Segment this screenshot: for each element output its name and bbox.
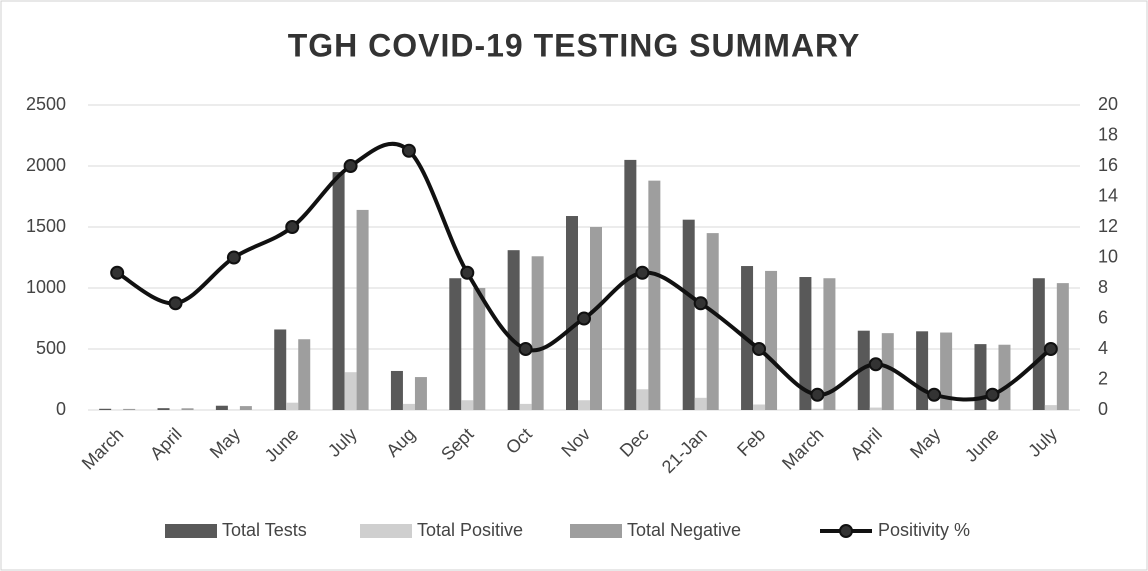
bar — [986, 409, 999, 410]
bar — [799, 277, 812, 410]
bar — [286, 402, 299, 410]
bar — [694, 397, 707, 410]
bar — [449, 278, 462, 410]
chart-title: TGH COVID-19 TESTING SUMMARY — [288, 27, 861, 63]
bar — [344, 372, 357, 410]
line-marker — [577, 311, 591, 326]
legend-swatch — [360, 524, 412, 538]
legend-label: Positivity % — [878, 520, 970, 540]
line-marker — [927, 387, 942, 402]
bar — [636, 389, 649, 410]
line-marker — [343, 159, 358, 173]
line-marker — [110, 265, 125, 280]
y-tick-label: 500 — [36, 338, 66, 358]
bar — [519, 403, 532, 410]
y-tick-label: 2500 — [26, 94, 66, 114]
bar — [332, 172, 345, 410]
legend-marker — [839, 524, 853, 538]
y-tick-label: 0 — [56, 399, 66, 419]
bar — [356, 209, 369, 410]
bar — [823, 278, 836, 410]
line-marker — [518, 342, 533, 356]
y-tick-label: 1500 — [26, 216, 66, 236]
bar — [473, 288, 486, 410]
bar — [1044, 405, 1057, 410]
bar — [881, 333, 894, 410]
line-marker — [285, 220, 300, 234]
bar — [157, 408, 170, 410]
bar — [974, 344, 987, 410]
bar — [239, 406, 252, 410]
bar — [624, 159, 637, 410]
bar — [998, 344, 1011, 410]
bar — [811, 408, 824, 410]
y2-tick-label: 14 — [1098, 185, 1118, 205]
bar — [869, 407, 882, 410]
line-marker — [985, 387, 1000, 402]
bar — [181, 408, 194, 410]
bar — [1056, 283, 1069, 410]
line-marker — [168, 296, 183, 311]
bar — [706, 233, 719, 410]
line-marker — [868, 357, 883, 372]
y2-tick-label: 0 — [1098, 399, 1108, 419]
bar — [648, 180, 661, 410]
bar — [765, 270, 778, 410]
line-marker — [460, 265, 475, 280]
legend-swatch — [570, 524, 622, 538]
y2-tick-label: 20 — [1098, 94, 1118, 114]
line-marker — [226, 250, 241, 265]
bar — [1032, 278, 1045, 410]
bar — [390, 370, 403, 410]
bar — [682, 219, 695, 410]
line-marker — [635, 265, 650, 280]
y2-tick-label: 18 — [1098, 124, 1118, 144]
bar — [857, 330, 870, 410]
bar — [916, 331, 929, 410]
bar — [590, 227, 602, 410]
bar — [123, 408, 136, 410]
line-marker — [693, 296, 708, 311]
legend-swatch — [165, 524, 217, 538]
line-marker — [1043, 342, 1058, 356]
y2-tick-label: 8 — [1098, 277, 1108, 297]
bar — [215, 405, 228, 410]
bar — [298, 339, 311, 410]
bar — [578, 400, 590, 410]
bar — [940, 332, 953, 410]
y-tick-label: 1000 — [26, 277, 66, 297]
legend-label: Total Positive — [417, 520, 523, 540]
y2-tick-label: 2 — [1098, 368, 1108, 388]
bar — [274, 329, 287, 410]
bar — [414, 377, 427, 410]
y2-tick-label: 10 — [1098, 246, 1118, 266]
y2-tick-label: 12 — [1098, 216, 1118, 236]
line-marker — [401, 143, 416, 158]
bar — [566, 216, 578, 410]
line-marker — [810, 387, 825, 402]
legend-label: Total Tests — [222, 520, 307, 540]
bar — [753, 404, 766, 410]
bar — [99, 408, 112, 410]
y2-tick-label: 4 — [1098, 338, 1108, 358]
y2-tick-label: 6 — [1098, 307, 1108, 327]
y2-tick-label: 16 — [1098, 155, 1118, 175]
bar — [507, 250, 520, 410]
bar — [402, 403, 415, 410]
line-marker — [752, 342, 767, 356]
bar — [928, 408, 941, 410]
bar — [461, 400, 474, 410]
y-tick-label: 2000 — [26, 155, 66, 175]
bar — [531, 256, 544, 410]
legend-label: Total Negative — [627, 520, 741, 540]
